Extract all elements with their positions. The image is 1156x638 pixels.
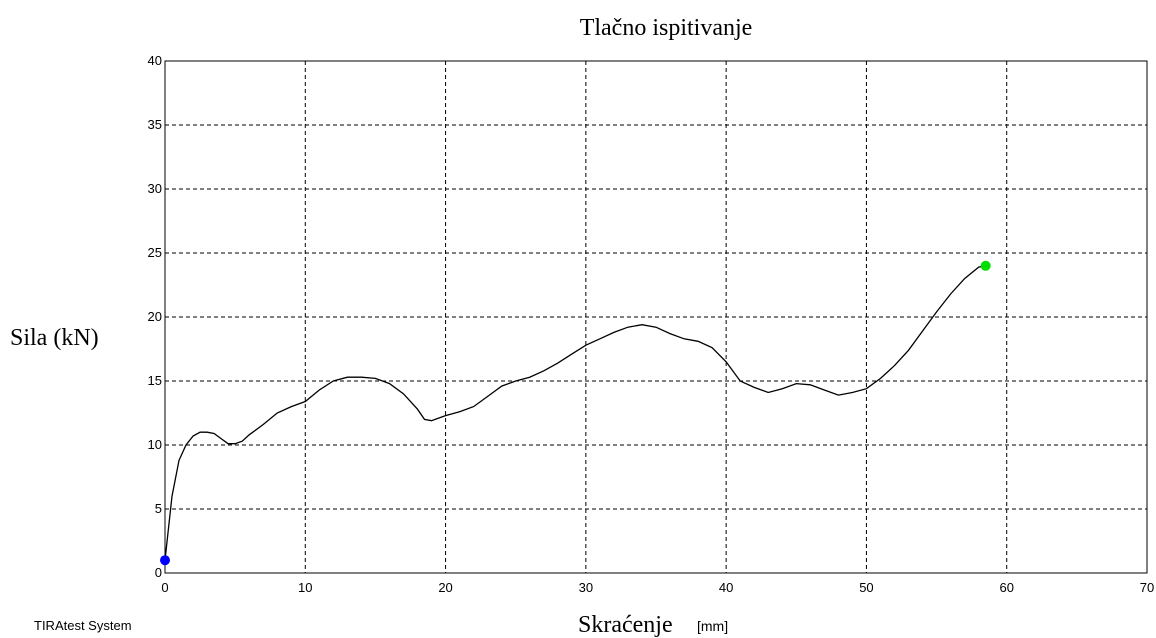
grid: [164, 60, 1148, 574]
x-tick-label: 30: [579, 580, 593, 595]
y-tick-label: 10: [148, 437, 162, 452]
x-axis-unit: [mm]: [697, 618, 728, 634]
x-tick-label: 0: [161, 580, 168, 595]
y-tick-label: 0: [155, 565, 162, 580]
x-tick-label: 70: [1140, 580, 1154, 595]
y-tick-label: 25: [148, 245, 162, 260]
markers: [160, 260, 991, 566]
x-tick-label: 10: [298, 580, 312, 595]
y-tick-label: 40: [148, 53, 162, 68]
x-tick-label: 50: [859, 580, 873, 595]
y-tick-label: 30: [148, 181, 162, 196]
footer-label: TIRAtest System: [34, 618, 132, 633]
x-tick-label: 60: [999, 580, 1013, 595]
start-marker: [160, 555, 170, 566]
y-tick-label: 20: [148, 309, 162, 324]
x-tick-label: 20: [438, 580, 452, 595]
y-axis-label: Sila (kN): [10, 325, 99, 351]
plot-frame: [164, 60, 1148, 574]
y-tick-label: 15: [148, 373, 162, 388]
chart-title: Tlačno ispitivanje: [580, 15, 753, 41]
series: [164, 265, 986, 561]
x-axis-label: Skraćenje: [578, 612, 673, 638]
y-tick-label: 35: [148, 117, 162, 132]
series-line: [164, 265, 986, 561]
x-tick-label: 40: [719, 580, 733, 595]
tick-labels: 0 10 20 30 40 50 60 70 0 5 10 15 20 25 30 35 40: [148, 53, 1155, 595]
y-tick-label: 5: [155, 501, 162, 516]
end-marker: [980, 260, 991, 271]
